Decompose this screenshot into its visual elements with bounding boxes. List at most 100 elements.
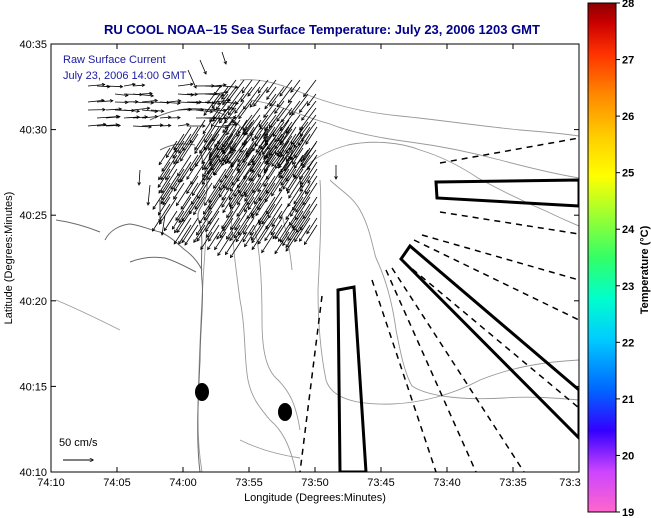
- current-vector-head: [211, 105, 216, 109]
- current-vector: [280, 217, 297, 243]
- current-vector: [242, 224, 255, 243]
- current-vector-head: [228, 196, 233, 201]
- current-vector-head: [199, 220, 203, 224]
- current-vector: [203, 126, 220, 151]
- current-vector-head: [244, 243, 248, 248]
- current-vector: [292, 182, 311, 211]
- current-vector: [163, 210, 178, 231]
- current-vector-head: [265, 176, 270, 180]
- current-vector-head: [260, 145, 264, 150]
- current-vector: [266, 154, 283, 180]
- current-vector: [302, 196, 318, 219]
- current-vector-head: [264, 139, 269, 143]
- current-vector: [275, 142, 285, 155]
- current-vector: [235, 224, 248, 242]
- current-vector: [221, 182, 234, 201]
- colorbar-tick-label: 28: [622, 0, 634, 10]
- current-vector-head: [297, 142, 301, 147]
- current-vector: [290, 140, 304, 160]
- current-vector-head: [191, 192, 196, 197]
- current-vector: [217, 231, 234, 256]
- current-vector-head: [240, 193, 244, 198]
- current-vector-head: [189, 210, 193, 215]
- current-vector-head: [251, 215, 255, 219]
- y-tick-label: 40:35: [19, 39, 47, 51]
- current-vector: [152, 182, 171, 210]
- current-vector: [280, 161, 297, 186]
- current-vector: [114, 93, 128, 96]
- current-vector: [132, 116, 148, 119]
- current-vector-head: [209, 151, 213, 156]
- current-vector: [222, 114, 237, 133]
- current-vector-head: [195, 163, 199, 168]
- current-vector-head: [229, 254, 234, 259]
- current-vector: [272, 224, 283, 239]
- current-vector-head: [288, 194, 292, 199]
- current-vector: [250, 224, 262, 241]
- current-vector: [234, 210, 248, 231]
- current-vector-head: [136, 115, 141, 119]
- current-vector-head: [109, 99, 114, 103]
- current-vector-head: [265, 190, 270, 195]
- current-vector: [158, 147, 171, 165]
- current-vector: [203, 93, 221, 116]
- current-vector-head: [241, 89, 246, 94]
- current-vector-head: [202, 166, 206, 171]
- current-vector-head: [233, 193, 237, 197]
- current-vector: [211, 86, 229, 109]
- current-vector-head: [212, 137, 216, 142]
- current-vector-head: [200, 246, 204, 251]
- current-vector-head: [300, 162, 304, 167]
- current-vector-head: [287, 99, 292, 104]
- current-vector: [303, 79, 317, 97]
- current-vector-head: [251, 159, 255, 163]
- current-vector: [173, 182, 185, 200]
- current-vector: [271, 149, 285, 167]
- current-vector-head: [210, 123, 215, 128]
- current-vector: [301, 100, 317, 121]
- current-vector: [297, 126, 311, 146]
- current-vector-head: [222, 150, 226, 155]
- current-vector-head: [233, 234, 237, 239]
- current-vector-head: [267, 146, 271, 150]
- current-vector-head: [242, 238, 246, 243]
- current-vector: [159, 196, 178, 225]
- current-vector: [222, 161, 241, 189]
- y-tick-label: 40:10: [19, 467, 47, 479]
- current-vector-head: [265, 225, 269, 230]
- current-vector: [236, 119, 248, 137]
- current-vector: [267, 126, 283, 150]
- current-vector-head: [194, 206, 198, 210]
- current-vector: [213, 109, 227, 112]
- current-vector: [248, 189, 262, 210]
- map-plot-area: Raw Surface Current July 23, 2006 14:00 …: [51, 44, 579, 472]
- current-vector: [281, 133, 297, 157]
- current-vector: [293, 189, 304, 205]
- current-vector: [141, 124, 163, 127]
- current-vector: [233, 217, 248, 239]
- current-vector-head: [243, 105, 247, 110]
- current-vector-head: [245, 154, 249, 158]
- current-vector: [180, 133, 199, 162]
- current-vector: [290, 79, 301, 93]
- current-vector-head: [282, 242, 286, 247]
- current-vector: [243, 168, 262, 196]
- current-vector-head: [206, 234, 210, 238]
- current-vector: [290, 196, 304, 217]
- current-vector: [132, 84, 145, 87]
- current-vector: [200, 231, 213, 250]
- current-vector: [178, 133, 192, 154]
- current-vector: [278, 126, 297, 154]
- current-vector: [227, 79, 245, 102]
- current-vector: [285, 231, 297, 248]
- current-vector: [251, 224, 269, 250]
- current-vector-head: [223, 60, 227, 65]
- current-vector-head: [208, 157, 212, 161]
- current-vector: [181, 217, 199, 243]
- current-vector-head: [221, 204, 225, 208]
- current-vector-head: [243, 231, 247, 235]
- current-vector: [207, 161, 220, 180]
- current-vector-head: [278, 154, 282, 158]
- current-vector: [219, 217, 234, 238]
- current-vector-head: [237, 232, 242, 236]
